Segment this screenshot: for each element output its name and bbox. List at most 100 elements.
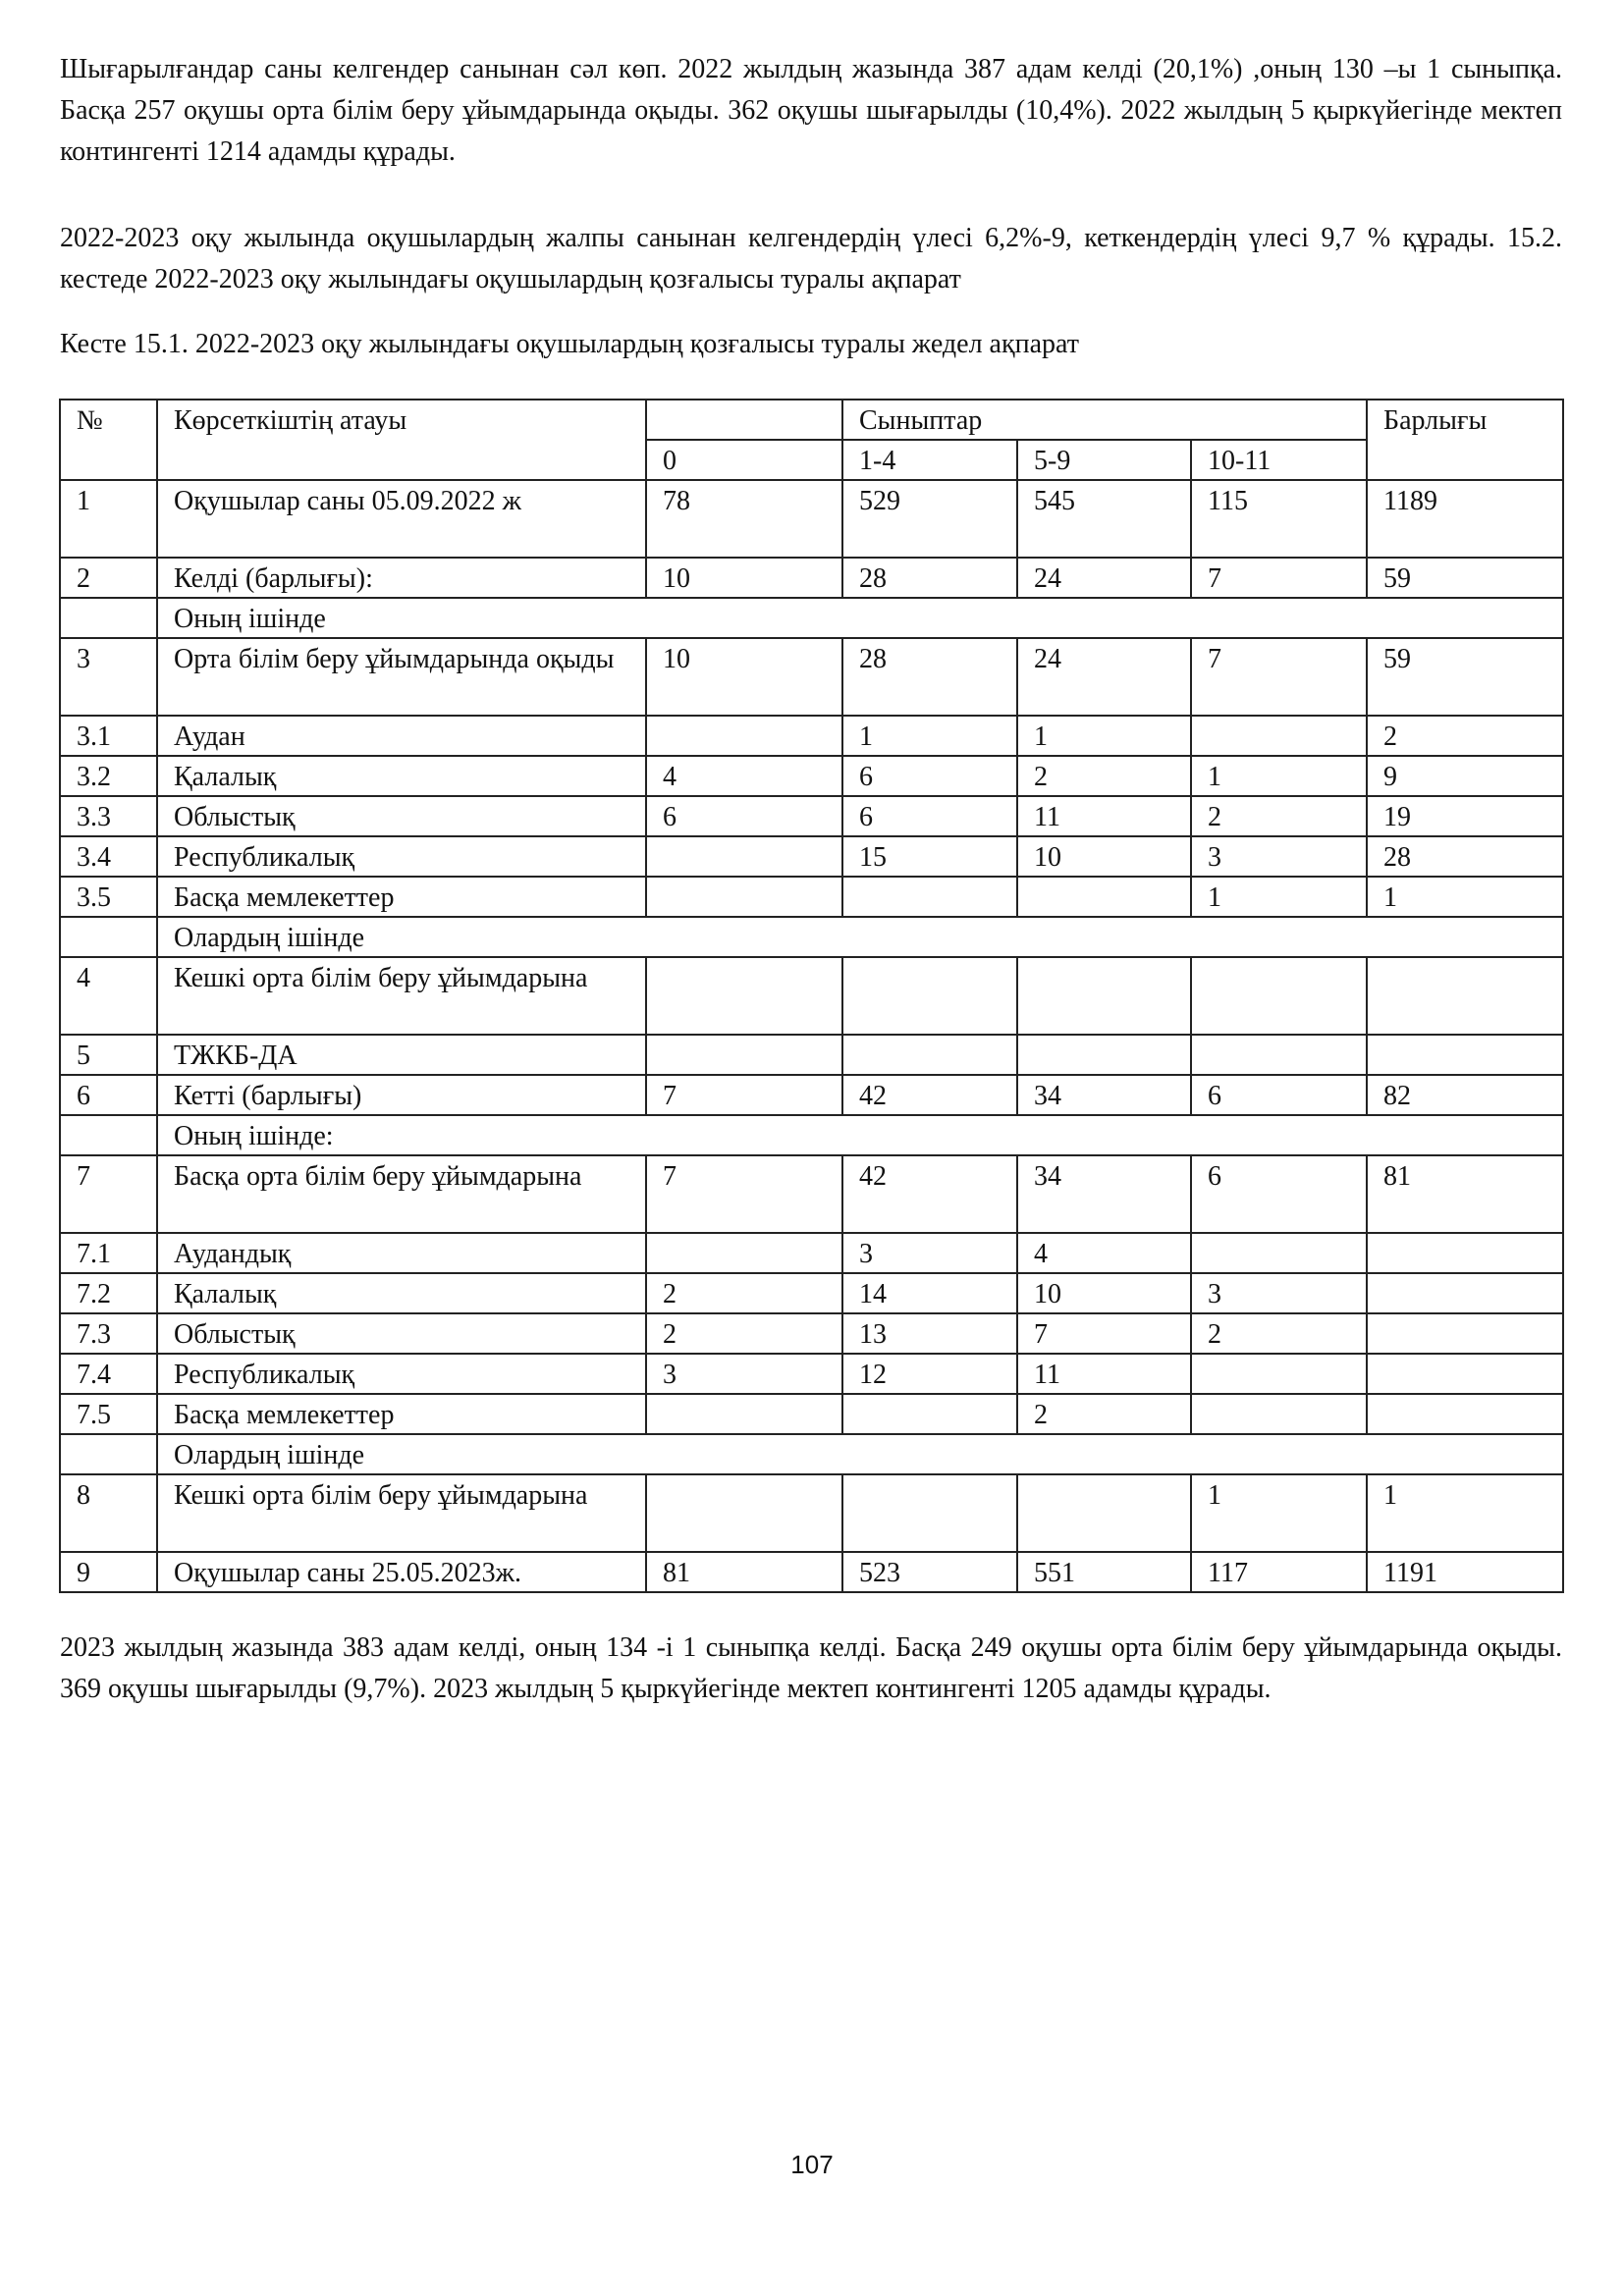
cell-col-10-11: 3 — [1189, 835, 1369, 878]
row-number — [59, 1433, 158, 1475]
cell-col-5-9: 7 — [1016, 1312, 1192, 1355]
cell-col-10-11: 6 — [1189, 1074, 1369, 1116]
row-label: Республикалық — [156, 835, 647, 878]
header-col-10-11: 10-11 — [1189, 439, 1369, 481]
row-number: 3.5 — [59, 876, 158, 918]
cell-col-0 — [645, 1393, 843, 1435]
row-number: 7 — [59, 1154, 158, 1234]
cell-col-0 — [645, 1473, 843, 1553]
cell-col-0: 10 — [645, 557, 843, 599]
table-row: 9 Оқушылар саны 25.05.2023ж. 81 523 551 117 11… — [59, 1551, 1565, 1593]
row-number: 3.1 — [59, 715, 158, 757]
table-row: 7.3 Облыстық 2 13 7 2 — [59, 1312, 1565, 1355]
table-caption: Кесте 15.1. 2022-2023 оқу жылындағы оқуш… — [60, 329, 1079, 359]
cell-col-1-4: 529 — [841, 479, 1018, 559]
cell-total — [1366, 956, 1565, 1036]
row-label: Аудан — [156, 715, 647, 757]
cell-col-10-11: 1 — [1189, 876, 1369, 918]
paragraph-summary-2023: 2023 жылдың жазында 383 адам келді, оның… — [60, 1632, 1562, 1704]
row-number — [59, 1114, 158, 1156]
table-row: 3.5 Басқа мемлекеттер 1 1 — [59, 876, 1565, 918]
cell-total: 1 — [1366, 1473, 1565, 1553]
row-number: 7.2 — [59, 1272, 158, 1314]
row-number: 3.3 — [59, 795, 158, 837]
cell-total: 19 — [1366, 795, 1565, 837]
cell-col-5-9: 2 — [1016, 755, 1192, 797]
cell-col-5-9: 10 — [1016, 1272, 1192, 1314]
table-row: 3 Орта білім беру ұйымдарында оқыды 10 28 24… — [59, 637, 1565, 717]
header-classes: Сыныптар — [840, 399, 1369, 441]
table-row: 7.4 Республикалық 3 12 11 — [59, 1353, 1565, 1395]
cell-col-0 — [645, 835, 843, 878]
row-number: 3 — [59, 637, 158, 717]
table-row: 1 Оқушылар саны 05.09.2022 ж 78 529 545 115 11… — [59, 479, 1565, 559]
cell-col-10-11 — [1189, 1232, 1369, 1274]
cell-col-1-4: 13 — [841, 1312, 1018, 1355]
table-row: 7.2 Қалалық 2 14 10 3 — [59, 1272, 1565, 1314]
row-label: Орта білім беру ұйымдарында оқыды — [156, 637, 647, 717]
table-section-row: Оның ішінде: — [59, 1114, 1565, 1156]
row-number: 9 — [59, 1551, 158, 1593]
cell-col-5-9: 545 — [1016, 479, 1192, 559]
cell-col-0: 4 — [645, 755, 843, 797]
header-col-0: 0 — [645, 439, 843, 481]
cell-col-5-9: 11 — [1016, 795, 1192, 837]
cell-col-10-11 — [1189, 956, 1369, 1036]
cell-col-10-11 — [1189, 1393, 1369, 1435]
cell-col-0: 6 — [645, 795, 843, 837]
cell-col-0 — [645, 956, 843, 1036]
row-label: Аудандық — [156, 1232, 647, 1274]
cell-col-5-9 — [1016, 1034, 1192, 1076]
row-label: Кетті (барлығы) — [156, 1074, 647, 1116]
header-col-1-4: 1-4 — [841, 439, 1018, 481]
cell-col-10-11 — [1189, 1034, 1369, 1076]
cell-total — [1366, 1272, 1565, 1314]
cell-col-0 — [645, 1232, 843, 1274]
table-row: 3.2 Қалалық 4 6 2 1 9 — [59, 755, 1565, 797]
row-label: Олардың ішінде — [155, 1433, 1565, 1475]
cell-col-5-9: 10 — [1016, 835, 1192, 878]
table-row: 7 Басқа орта білім беру ұйымдарына 7 42 34 6 8… — [59, 1154, 1565, 1234]
row-number: 3.2 — [59, 755, 158, 797]
row-number: 7.3 — [59, 1312, 158, 1355]
cell-col-0: 2 — [645, 1272, 843, 1314]
cell-col-5-9: 551 — [1016, 1551, 1192, 1593]
cell-total: 81 — [1366, 1154, 1565, 1234]
table-section-row: Олардың ішінде — [59, 1433, 1565, 1475]
cell-col-0: 2 — [645, 1312, 843, 1355]
row-number: 7.5 — [59, 1393, 158, 1435]
row-label: Басқа орта білім беру ұйымдарына — [156, 1154, 647, 1234]
cell-col-1-4: 42 — [841, 1154, 1018, 1234]
cell-col-0: 81 — [645, 1551, 843, 1593]
row-number — [59, 597, 158, 639]
cell-col-1-4: 28 — [841, 557, 1018, 599]
cell-total: 2 — [1366, 715, 1565, 757]
cell-total — [1366, 1353, 1565, 1395]
header-name: Көрсеткіштің атауы — [156, 399, 647, 481]
cell-col-5-9: 4 — [1016, 1232, 1192, 1274]
cell-total: 9 — [1366, 755, 1565, 797]
cell-total — [1366, 1312, 1565, 1355]
cell-col-5-9 — [1016, 956, 1192, 1036]
row-label: Оның ішінде — [155, 597, 1565, 639]
row-label: Басқа мемлекеттер — [156, 1393, 647, 1435]
cell-total — [1366, 1034, 1565, 1076]
table-row: 4 Кешкі орта білім беру ұйымдарына — [59, 956, 1565, 1036]
page-number: 107 — [790, 2150, 834, 2179]
cell-col-10-11: 117 — [1189, 1551, 1369, 1593]
table-subheader-row: 0 1-4 5-9 10-11 — [60, 439, 1563, 481]
cell-col-5-9: 34 — [1016, 1154, 1192, 1234]
row-number: 4 — [59, 956, 158, 1036]
cell-total: 1191 — [1366, 1551, 1565, 1593]
cell-col-1-4 — [841, 1034, 1018, 1076]
cell-col-1-4: 42 — [841, 1074, 1018, 1116]
row-label: Басқа мемлекеттер — [156, 876, 647, 918]
cell-total — [1366, 1232, 1565, 1274]
cell-col-5-9: 11 — [1016, 1353, 1192, 1395]
row-label: Қалалық — [156, 1272, 647, 1314]
paragraph-graduates: Шығарылғандар саны келгендер санынан сәл… — [60, 54, 1562, 167]
table-row: 2 Келді (барлығы): 10 28 24 7 59 — [59, 557, 1565, 599]
row-label: Олардың ішінде — [155, 916, 1565, 958]
cell-col-10-11: 2 — [1189, 1312, 1369, 1355]
cell-col-0: 78 — [645, 479, 843, 559]
